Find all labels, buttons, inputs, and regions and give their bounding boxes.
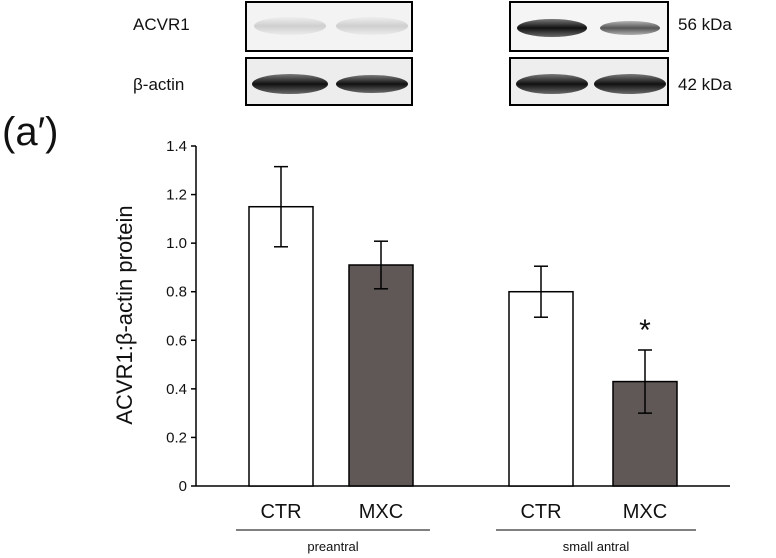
group-label: small antral	[563, 539, 630, 554]
category-label: CTR	[260, 501, 301, 523]
chart-category-labels: CTR MXC preantral CTR MXC small antral	[236, 501, 696, 554]
y-tick-label: 0.8	[166, 284, 187, 301]
bar	[248, 205, 314, 487]
y-tick-label: 1.4	[166, 138, 187, 155]
blot-row-label-actin: β-actin	[133, 75, 184, 94]
bar	[508, 290, 574, 487]
chart-axes: 0 0.2 0.4 0.6 0.8 1.0 1.2 1.4	[166, 138, 730, 495]
y-tick-label: 0	[179, 478, 187, 495]
y-axis-title: ACVR1:β-actin protein	[112, 205, 137, 424]
blot-band	[517, 19, 587, 37]
blot-row-label-acvr1: ACVR1	[133, 15, 190, 34]
category-label: MXC	[359, 501, 403, 523]
y-tick-label: 1.2	[166, 187, 187, 204]
category-label: CTR	[520, 501, 561, 523]
bar	[348, 264, 414, 487]
y-tick-label: 0.6	[166, 332, 187, 349]
western-blot: ACVR1 β-actin 56 kDa 42 kDa	[133, 1, 732, 106]
blot-size-label-acvr1: 56 kDa	[678, 15, 732, 34]
blot-band	[600, 21, 660, 35]
y-tick-label: 0.2	[166, 429, 187, 446]
chart-bars: *	[248, 165, 678, 487]
blot-band	[254, 17, 326, 35]
significance-marker: *	[639, 314, 651, 347]
y-tick-label: 1.0	[166, 235, 187, 252]
group-label: preantral	[307, 539, 358, 554]
blot-band	[336, 75, 408, 93]
panel-label: (a′)	[2, 110, 58, 154]
blot-band	[336, 17, 408, 35]
category-label: MXC	[623, 501, 667, 523]
y-tick-label: 0.4	[166, 381, 187, 398]
blot-band	[516, 74, 588, 94]
blot-size-label-actin: 42 kDa	[678, 75, 732, 94]
blot-band	[594, 74, 666, 94]
blot-band	[252, 74, 328, 94]
